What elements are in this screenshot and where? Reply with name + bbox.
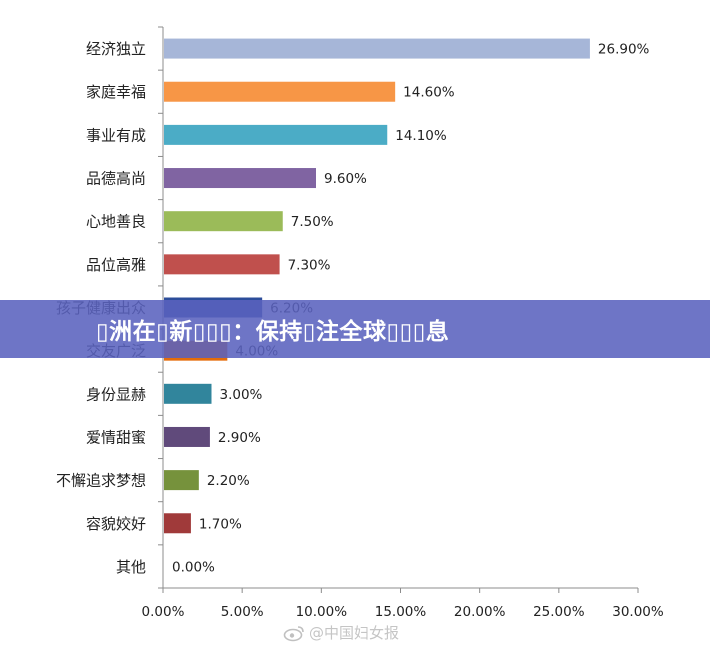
category-label: 家庭幸福 <box>86 83 146 101</box>
x-tick-label: 5.00% <box>221 604 264 620</box>
weibo-icon <box>283 625 304 641</box>
data-label: 14.10% <box>395 128 447 144</box>
bar <box>164 383 212 404</box>
x-tick-label: 10.00% <box>296 604 348 620</box>
bar <box>164 168 316 189</box>
category-label: 心地善良 <box>86 213 146 231</box>
data-label: 26.90% <box>598 42 650 58</box>
category-label: 容貌姣好 <box>86 515 146 533</box>
category-label: 其他 <box>116 558 146 576</box>
data-label: 7.30% <box>288 257 331 273</box>
category-label: 品位高雅 <box>86 256 146 274</box>
data-label: 7.50% <box>291 214 334 230</box>
x-tick-label: 15.00% <box>375 604 427 620</box>
x-tick-label: 25.00% <box>533 604 585 620</box>
bar <box>164 470 199 491</box>
x-tick-label: 20.00% <box>454 604 506 620</box>
headline-banner[interactable]: ▯洲在▯新▯▯▯：保持▯注全球▯▯▯息 <box>0 300 710 358</box>
category-label: 品德高尚 <box>86 170 146 188</box>
data-label: 3.00% <box>220 387 263 403</box>
x-tick-label: 30.00% <box>612 604 664 620</box>
bar <box>164 211 283 232</box>
data-label: 0.00% <box>172 559 215 575</box>
headline-text: ▯洲在▯新▯▯▯：保持▯注全球▯▯▯息 <box>96 319 450 345</box>
data-label: 2.90% <box>218 430 261 446</box>
category-label: 爱情甜蜜 <box>86 428 146 446</box>
bar <box>164 81 396 102</box>
category-label: 事业有成 <box>86 126 146 144</box>
category-label: 身份显赫 <box>86 385 146 403</box>
category-label: 经济独立 <box>86 40 146 58</box>
data-label: 2.20% <box>207 473 250 489</box>
watermark: @中国妇女报 <box>283 622 399 643</box>
bar <box>164 124 388 145</box>
watermark-text: @中国妇女报 <box>309 624 400 642</box>
bar <box>164 513 191 534</box>
category-label: 不懈追求梦想 <box>56 472 146 490</box>
bar <box>164 254 280 275</box>
x-tick-label: 0.00% <box>142 604 185 620</box>
bar <box>164 426 210 447</box>
data-label: 1.70% <box>199 516 242 532</box>
data-label: 14.60% <box>403 85 455 101</box>
data-label: 9.60% <box>324 171 367 187</box>
bar <box>164 38 590 59</box>
